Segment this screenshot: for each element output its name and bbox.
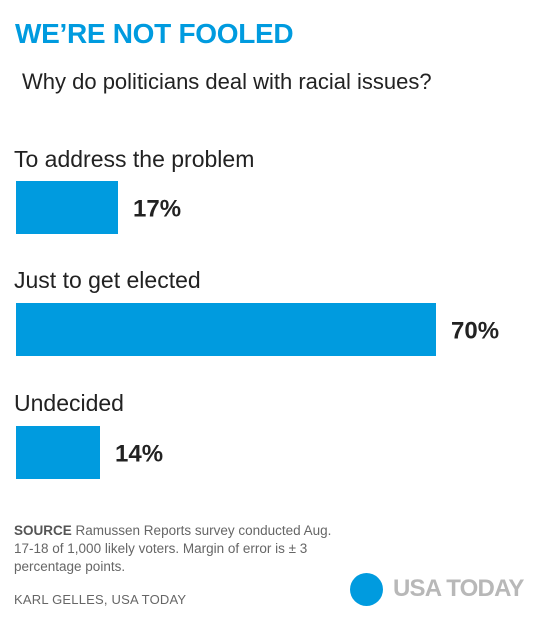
bar-chart: To address the problem 17% Just to get ele… bbox=[14, 146, 499, 479]
category-label: To address the problem bbox=[14, 146, 254, 172]
value-label: 14% bbox=[115, 441, 163, 468]
logo-circle-icon bbox=[350, 572, 383, 606]
value-label: 70% bbox=[451, 318, 499, 345]
category-label: Just to get elected bbox=[14, 267, 201, 293]
source-note: SOURCE Ramussen Reports survey conducted… bbox=[14, 522, 344, 576]
logo-text: USA TODAY bbox=[393, 575, 524, 602]
bar bbox=[16, 181, 118, 234]
source-text: Ramussen Reports survey conducted Aug. 1… bbox=[14, 523, 332, 574]
source-label: SOURCE bbox=[14, 523, 72, 538]
bar bbox=[16, 426, 100, 479]
chart-subtitle: Why do politicians deal with racial issu… bbox=[22, 69, 432, 94]
chart-title: WE’RE NOT FOOLED bbox=[15, 18, 294, 49]
bar bbox=[16, 303, 436, 356]
usa-today-logo: USA TODAY bbox=[350, 572, 524, 606]
category-label: Undecided bbox=[14, 390, 124, 416]
value-label: 17% bbox=[133, 196, 181, 223]
credit-line: KARL GELLES, USA TODAY bbox=[14, 592, 187, 607]
